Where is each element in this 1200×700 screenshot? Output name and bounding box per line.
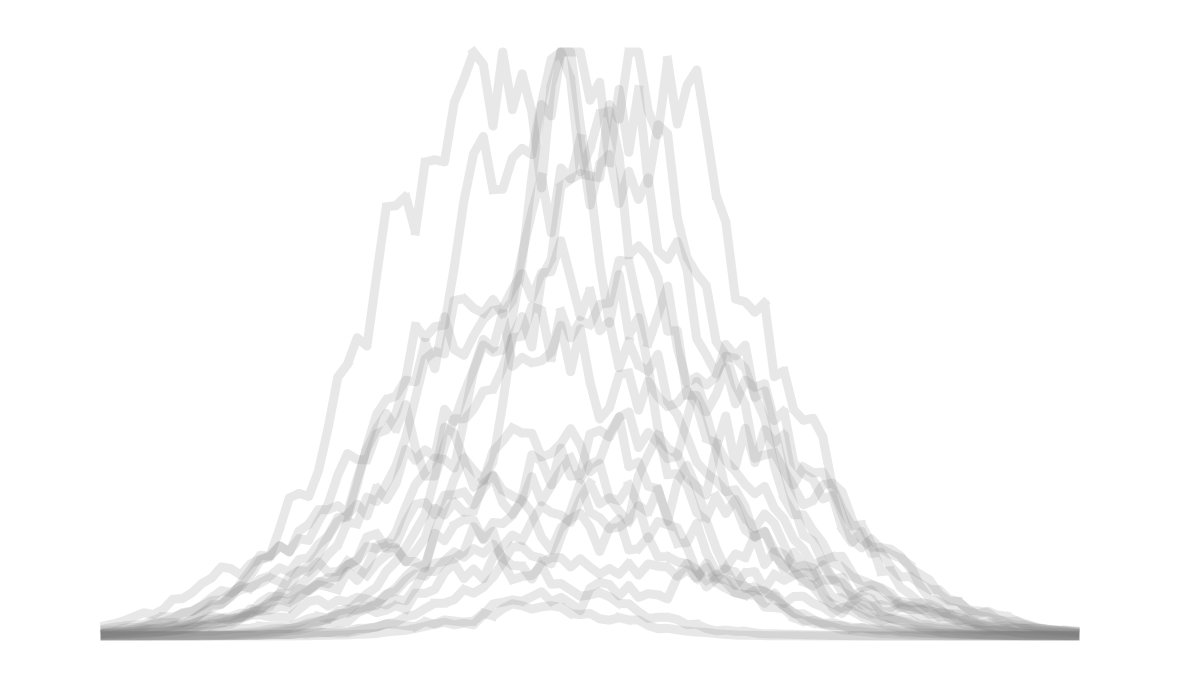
series-line-1 xyxy=(100,47,1080,641)
series-line-10 xyxy=(99,400,1080,641)
series-line-11 xyxy=(100,411,1080,641)
series-line-16 xyxy=(100,539,1080,640)
series-line-4 xyxy=(100,47,1080,641)
series-line-14 xyxy=(100,478,1081,641)
series-line-6 xyxy=(100,236,1080,641)
series-group xyxy=(99,47,1081,641)
series-line-15 xyxy=(100,515,1080,641)
series-line-17 xyxy=(100,558,1080,641)
series-line-8 xyxy=(99,308,1080,638)
series-line-2 xyxy=(100,47,1080,641)
series-line-12 xyxy=(99,412,1080,639)
series-line-13 xyxy=(100,470,1080,641)
series-line-7 xyxy=(100,255,1080,640)
series-line-18 xyxy=(100,599,1080,641)
series-line-3 xyxy=(100,47,1080,641)
series-line-5 xyxy=(100,133,1080,640)
series-line-9 xyxy=(100,363,1080,641)
